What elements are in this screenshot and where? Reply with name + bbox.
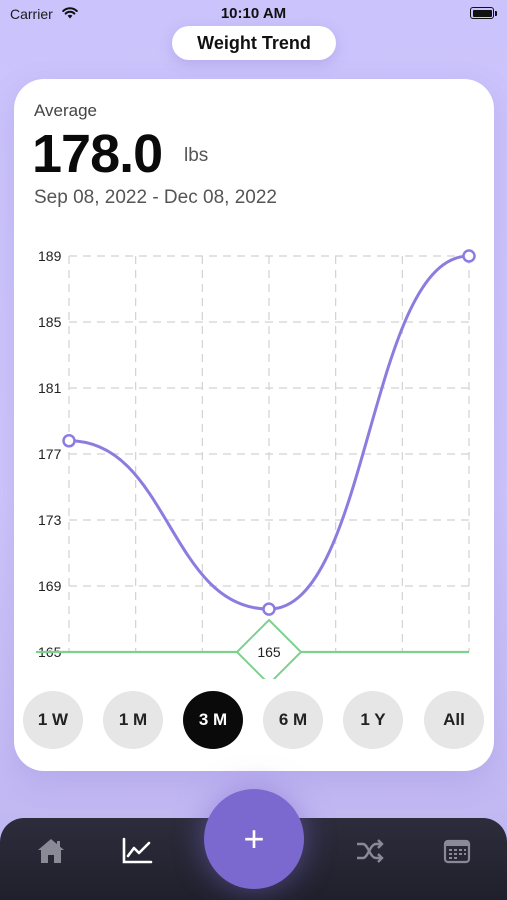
calendar-icon[interactable] bbox=[440, 834, 474, 868]
range-button-1y[interactable]: 1 Y bbox=[343, 691, 403, 749]
y-tick-label: 177 bbox=[38, 446, 62, 462]
goal-marker-label: 165 bbox=[257, 644, 281, 660]
average-value: 178.0 bbox=[32, 124, 163, 184]
data-point bbox=[262, 602, 276, 616]
chart-icon[interactable] bbox=[120, 834, 154, 868]
date-range: Sep 08, 2022 - Dec 08, 2022 bbox=[34, 187, 277, 208]
wifi-icon bbox=[62, 7, 78, 19]
y-tick-label: 169 bbox=[38, 578, 62, 594]
page-title: Weight Trend bbox=[172, 26, 336, 60]
home-icon[interactable] bbox=[34, 834, 68, 868]
weight-trend-line bbox=[68, 254, 470, 611]
range-button-6m[interactable]: 6 M bbox=[263, 691, 323, 749]
y-tick-label: 173 bbox=[38, 512, 62, 528]
range-button-all[interactable]: All bbox=[424, 691, 484, 749]
average-unit: lbs bbox=[184, 145, 209, 166]
weight-card: Average 178.0 lbs Sep 08, 2022 - Dec 08,… bbox=[14, 79, 494, 771]
y-tick-label: 189 bbox=[38, 248, 62, 264]
average-label: Average bbox=[34, 101, 98, 120]
carrier-label: Carrier bbox=[10, 6, 53, 22]
data-point bbox=[462, 249, 476, 263]
range-button-1m[interactable]: 1 M bbox=[103, 691, 163, 749]
range-button-1w[interactable]: 1 W bbox=[23, 691, 83, 749]
y-tick-label: 181 bbox=[38, 380, 62, 396]
status-bar: Carrier 10:10 AM bbox=[0, 0, 507, 28]
data-point bbox=[62, 434, 76, 448]
add-entry-button[interactable]: + bbox=[204, 789, 304, 889]
battery-icon bbox=[470, 7, 494, 19]
clock: 10:10 AM bbox=[220, 5, 287, 22]
goal-marker bbox=[235, 618, 303, 679]
y-tick-label: 185 bbox=[38, 314, 62, 330]
shuffle-icon[interactable] bbox=[353, 834, 387, 868]
battery-cap bbox=[495, 11, 497, 16]
range-button-3m[interactable]: 3 M bbox=[183, 691, 243, 749]
